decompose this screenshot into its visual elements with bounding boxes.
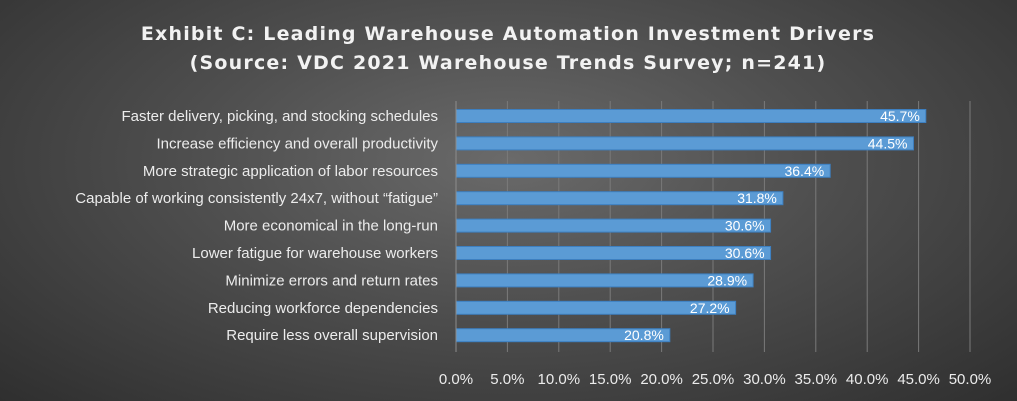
category-label: Minimize errors and return rates: [225, 272, 438, 289]
data-label: 30.6%: [725, 218, 765, 234]
x-tick-label: 35.0%: [795, 371, 838, 388]
data-label: 36.4%: [784, 163, 824, 179]
data-labels: 45.7% 44.5% 36.4% 31.8% 30.6% 30.6% 28.9% 27.2%…: [624, 108, 920, 343]
category-label: Reducing workforce dependencies: [208, 300, 438, 317]
category-labels: Faster delivery, picking, and stocking s…: [75, 108, 438, 344]
bar: [455, 136, 914, 151]
x-tick-label: 0.0%: [439, 371, 473, 388]
chart-subtitle: (Source: VDC 2021 Warehouse Trends Surve…: [190, 52, 827, 74]
category-label: Lower fatigue for warehouse workers: [192, 245, 438, 262]
x-tick-label: 50.0%: [949, 371, 992, 388]
bar: [455, 163, 831, 178]
data-label: 31.8%: [737, 190, 777, 206]
x-tick-label: 15.0%: [589, 371, 632, 388]
data-label: 27.2%: [690, 300, 730, 316]
category-label: Require less overall supervision: [226, 327, 438, 344]
bars: [455, 109, 927, 343]
x-tick-label: 45.0%: [897, 371, 940, 388]
x-tick-label: 25.0%: [692, 371, 735, 388]
bar: [455, 191, 784, 206]
data-label: 20.8%: [624, 327, 664, 343]
category-label: Capable of working consistently 24x7, wi…: [75, 190, 438, 207]
category-label: More economical in the long-run: [224, 218, 438, 235]
x-tick-label: 5.0%: [490, 371, 524, 388]
chart-title: Exhibit C: Leading Warehouse Automation …: [141, 23, 875, 45]
x-tick-label: 30.0%: [743, 371, 786, 388]
category-label: More strategic application of labor reso…: [143, 163, 438, 180]
bar: [455, 109, 927, 123]
x-tick-labels: 0.0% 5.0% 10.0% 15.0% 20.0% 25.0% 30.0% 35.0% 40…: [439, 371, 991, 388]
data-label: 45.7%: [880, 108, 920, 124]
bar: [455, 246, 772, 260]
data-label: 44.5%: [868, 135, 908, 151]
category-label: Faster delivery, picking, and stocking s…: [121, 108, 438, 125]
x-tick-label: 10.0%: [538, 371, 581, 388]
x-tick-label: 20.0%: [640, 371, 683, 388]
x-tick-label: 40.0%: [846, 371, 889, 388]
bar: [455, 218, 772, 233]
category-label: Increase efficiency and overall producti…: [156, 135, 438, 152]
data-label: 28.9%: [707, 272, 747, 288]
data-label: 30.6%: [725, 245, 765, 261]
